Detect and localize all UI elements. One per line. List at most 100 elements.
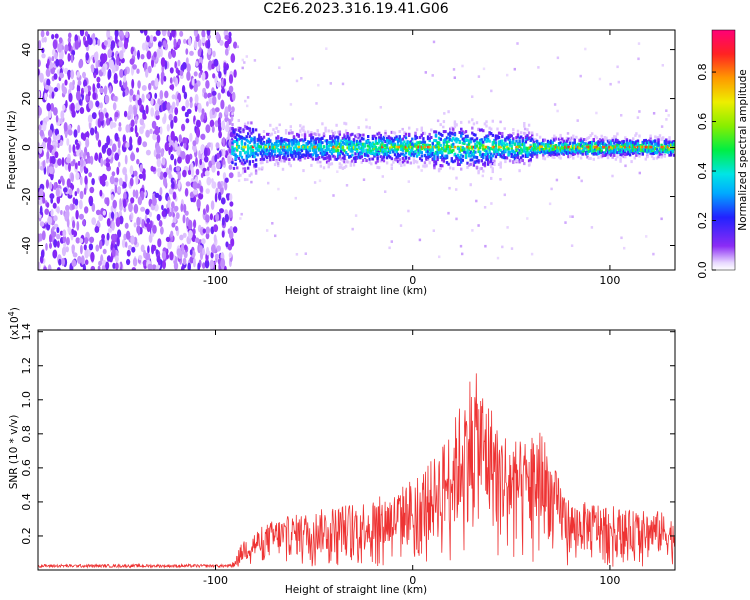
spectrogram-cell: [202, 208, 206, 215]
spectrogram-cell: [173, 116, 177, 123]
spectrogram-cell: [576, 145, 580, 149]
spectrogram-cell: [201, 238, 206, 245]
spectrogram-cell: [453, 120, 457, 124]
spectrogram-cell: [553, 156, 556, 159]
spectrogram-cell: [393, 146, 397, 150]
spectrogram-cell: [414, 159, 417, 163]
spectrogram-cell: [378, 136, 381, 140]
spectrogram-cell: [212, 73, 216, 79]
spectrogram-cell: [565, 136, 569, 140]
spectrogram-cell: [445, 136, 449, 140]
spectrogram-cell: [502, 146, 505, 150]
spectrogram-cell: [130, 152, 136, 162]
spectrogram-cell: [513, 67, 516, 71]
spectrogram-cell: [669, 153, 673, 157]
spectrogram-cell: [534, 138, 537, 141]
spectrogram-cell: [77, 255, 82, 264]
spectrogram-cell: [411, 152, 414, 156]
spectrogram-cell: [266, 229, 269, 232]
spectrogram-cell: [112, 262, 116, 269]
spectrogram-cell: [357, 145, 360, 149]
spectrogram-cell: [248, 135, 251, 139]
spectrogram-cell: [485, 155, 488, 159]
spectrogram-cell: [534, 143, 537, 147]
spectrogram-cell: [467, 139, 471, 143]
spectrogram-cell: [390, 140, 393, 144]
spectrogram-cell: [404, 132, 408, 136]
spectrogram-cell: [663, 154, 666, 158]
spectrogram-cell: [589, 141, 592, 144]
spectrogram-cell: [294, 196, 297, 200]
spectrogram-cell: [543, 157, 547, 161]
spectrogram-cell: [384, 150, 387, 154]
y-tick-label: 0.6: [20, 459, 33, 477]
spectrogram-cell: [218, 191, 222, 201]
spectrogram-cell: [245, 55, 248, 58]
spectrogram-cell: [185, 48, 189, 55]
spectrogram-cell: [619, 149, 622, 153]
spectrogram-cell: [439, 164, 442, 167]
spectrogram-cell: [114, 184, 118, 194]
spectrogram-cell: [572, 144, 575, 147]
spectrogram-cell: [550, 153, 553, 157]
spectrogram-cell: [259, 151, 263, 155]
spectrogram-cell: [387, 141, 390, 145]
spectrogram-cell: [453, 152, 457, 156]
spectrogram-cell: [250, 148, 253, 151]
spectrogram-cell: [351, 147, 354, 151]
spectrogram-cell: [218, 130, 223, 139]
spectrogram-cell: [407, 180, 410, 183]
spectrogram-cell: [139, 30, 144, 34]
spectrogram-cell: [273, 131, 277, 134]
spectrogram-cell: [45, 116, 50, 122]
spectrogram-cell: [335, 135, 338, 139]
spectrogram-cell: [475, 144, 479, 148]
spectrogram-cell: [376, 153, 379, 157]
spectrogram-cell: [295, 253, 299, 256]
spectrogram-cell: [154, 103, 160, 111]
spectrogram-cell: [310, 131, 313, 135]
spectrogram-cell: [278, 151, 281, 155]
spectrogram-cell: [581, 152, 584, 156]
spectrogram-cell: [393, 137, 397, 141]
spectrogram-cell: [634, 134, 637, 137]
spectrogram-cell: [660, 147, 663, 151]
spectrogram-cell: [587, 145, 591, 149]
spectrogram-cell: [101, 233, 105, 241]
spectrogram-cell: [526, 154, 529, 158]
spectrogram-cell: [189, 50, 194, 56]
spectrogram-cell: [344, 129, 348, 133]
spectrogram-cell: [592, 138, 595, 141]
spectrogram-cell: [354, 134, 357, 138]
spectrogram-cell: [499, 178, 502, 181]
spectrogram-cell: [527, 131, 531, 135]
spectrogram-cell: [660, 217, 663, 221]
spectrogram-cell: [327, 159, 330, 163]
spectrogram-cell: [591, 140, 594, 144]
spectrogram-cell: [214, 253, 220, 259]
spectrogram-cell: [289, 130, 292, 134]
spectrogram-cell: [556, 151, 559, 154]
spectrogram-cell: [448, 186, 451, 190]
spectrogram-cell: [650, 149, 654, 153]
spectrogram-cell: [251, 160, 255, 163]
spectrogram-cell: [227, 37, 232, 44]
spectrogram-cell: [485, 157, 488, 161]
spectrogram-cell: [441, 133, 444, 137]
spectrogram-cell: [166, 102, 171, 111]
spectrogram-cell: [445, 144, 449, 148]
spectrogram-cell: [280, 147, 283, 151]
spectrogram-cell: [491, 167, 494, 171]
spectrogram-cell: [319, 164, 322, 168]
spectrogram-cell: [348, 147, 351, 151]
spectrogram-cell: [292, 135, 296, 139]
spectrogram-cell: [359, 152, 362, 156]
spectrogram-cell: [439, 143, 442, 147]
spectrogram-cell: [234, 140, 237, 143]
spectrogram-cell: [234, 154, 237, 158]
spectrogram-cell: [589, 149, 592, 153]
spectrogram-cell: [129, 88, 134, 96]
spectrogram-cell: [305, 154, 308, 158]
spectrogram-cell: [193, 219, 197, 229]
spectrogram-cell: [460, 131, 463, 135]
